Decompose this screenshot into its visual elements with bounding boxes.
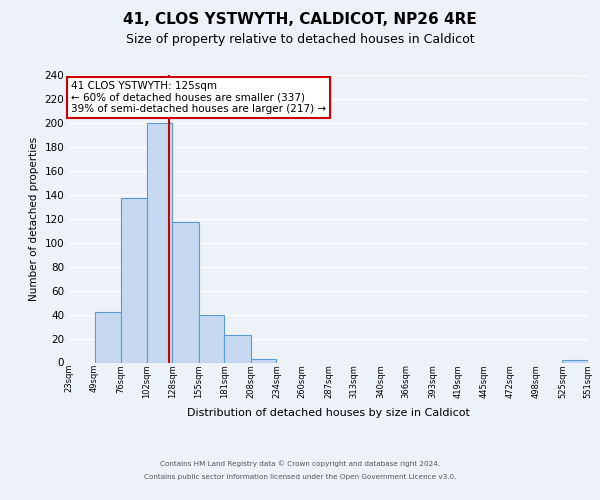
Text: Contains HM Land Registry data © Crown copyright and database right 2024.: Contains HM Land Registry data © Crown c… bbox=[160, 460, 440, 468]
Bar bbox=[199, 314, 224, 362]
Text: Size of property relative to detached houses in Caldicot: Size of property relative to detached ho… bbox=[125, 32, 475, 46]
Bar bbox=[562, 360, 588, 362]
Bar bbox=[172, 222, 199, 362]
Text: Distribution of detached houses by size in Caldicot: Distribution of detached houses by size … bbox=[187, 408, 470, 418]
Bar bbox=[251, 359, 277, 362]
Bar bbox=[146, 123, 172, 362]
Bar bbox=[224, 335, 251, 362]
Text: 41, CLOS YSTWYTH, CALDICOT, NP26 4RE: 41, CLOS YSTWYTH, CALDICOT, NP26 4RE bbox=[123, 12, 477, 28]
Bar bbox=[95, 312, 121, 362]
Bar bbox=[121, 198, 146, 362]
Text: Contains public sector information licensed under the Open Government Licence v3: Contains public sector information licen… bbox=[144, 474, 456, 480]
Text: 41 CLOS YSTWYTH: 125sqm
← 60% of detached houses are smaller (337)
39% of semi-d: 41 CLOS YSTWYTH: 125sqm ← 60% of detache… bbox=[71, 80, 326, 114]
Y-axis label: Number of detached properties: Number of detached properties bbox=[29, 136, 39, 301]
